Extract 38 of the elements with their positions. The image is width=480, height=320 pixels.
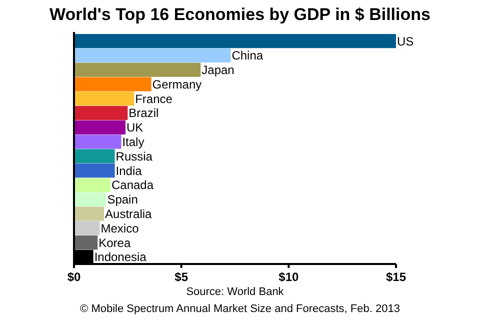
chart-title: World's Top 16 Economies by GDP in $ Billions — [50, 5, 430, 24]
y-tick-label: UK — [126, 120, 144, 135]
x-tick-label: $5 — [174, 270, 188, 284]
y-tick-label: Germany — [152, 77, 202, 92]
bar — [74, 92, 134, 106]
y-tick-label: Korea — [98, 236, 131, 250]
bar — [74, 206, 104, 221]
y-tick-label: Australia — [105, 206, 152, 221]
bar — [74, 77, 152, 92]
y-tick-label: Italy — [122, 135, 144, 150]
x-axis-title: Source: World Bank — [186, 286, 284, 298]
bar — [74, 164, 115, 178]
bar — [74, 192, 106, 206]
x-tick-label: $0 — [67, 270, 81, 284]
y-tick-label: Russia — [116, 149, 153, 164]
y-tick-label: China — [232, 48, 264, 63]
bar — [74, 106, 128, 120]
bar — [74, 221, 100, 236]
y-tick-label: Japan — [202, 63, 234, 78]
y-tick-label: US — [397, 34, 414, 48]
y-tick-label: Brazil — [128, 106, 159, 120]
bar — [74, 178, 110, 192]
y-tick-label: Mexico — [100, 221, 140, 236]
y-tick-label: Spain — [107, 192, 138, 207]
bar — [74, 120, 126, 134]
bar — [74, 149, 115, 164]
bar — [74, 236, 98, 250]
bar — [74, 134, 122, 149]
x-tick-label: $10 — [278, 270, 299, 284]
y-tick-label: Indonesia — [94, 250, 147, 264]
text: © Mobile Spectrum Annual Market Size and Forecasts, Feb. 2013 — [80, 303, 400, 315]
y-tick-label: Canada — [111, 178, 154, 192]
bar — [74, 48, 231, 62]
bar — [74, 34, 396, 48]
x-tick-label: $15 — [386, 270, 406, 284]
y-tick-label: India — [116, 164, 142, 178]
bar — [74, 62, 201, 77]
y-tick-label: France — [135, 92, 173, 106]
